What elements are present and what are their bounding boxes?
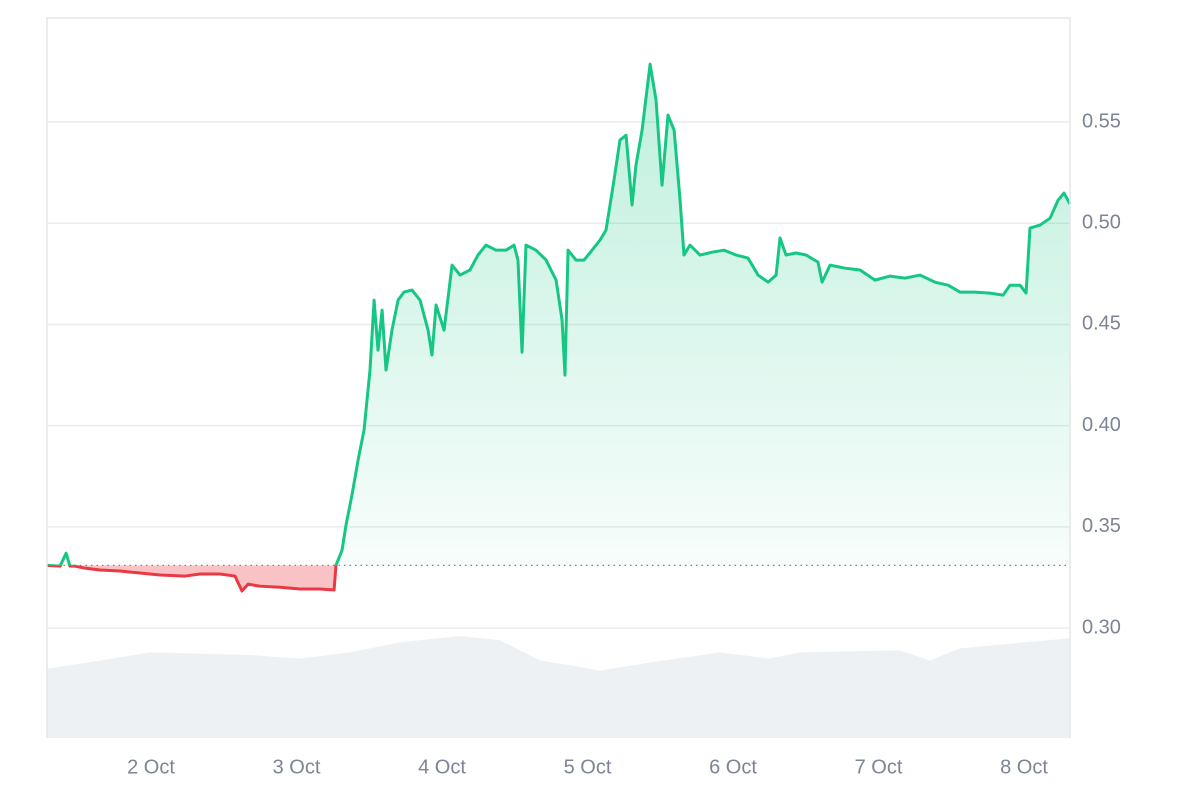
x-tick-label: 5 Oct (564, 756, 612, 778)
y-tick-label: 0.35 (1082, 515, 1121, 537)
price-line-up (47, 62, 1072, 566)
x-tick-label: 4 Oct (418, 756, 466, 778)
y-tick-label: 0.30 (1082, 616, 1121, 638)
y-tick-label: 0.55 (1082, 110, 1121, 132)
x-tick-label: 7 Oct (855, 756, 903, 778)
y-tick-label: 0.45 (1082, 313, 1121, 335)
plot-frame (46, 17, 1071, 738)
up-area (60, 64, 1070, 566)
volume-area (47, 636, 1070, 738)
y-tick-label: 0.50 (1082, 212, 1121, 234)
x-tick-label: 8 Oct (1000, 756, 1048, 778)
x-tick-label: 6 Oct (709, 756, 757, 778)
y-tick-label: 0.40 (1082, 414, 1121, 436)
price-line-down (46, 565, 338, 593)
down-area (47, 565, 1070, 592)
x-tick-label: 3 Oct (273, 756, 321, 778)
x-tick-label: 2 Oct (127, 756, 175, 778)
